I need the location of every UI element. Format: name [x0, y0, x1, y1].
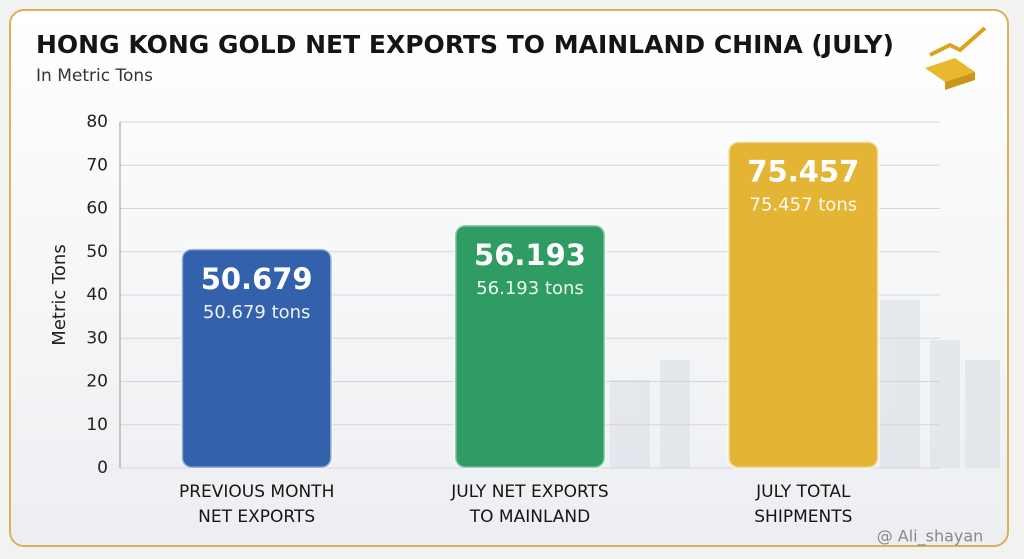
- value-label: 75.457: [747, 155, 859, 189]
- x-tick-label: PREVIOUS MONTH: [179, 482, 334, 502]
- y-axis-label: Metric Tons: [49, 244, 70, 345]
- x-tick-label: JULY TOTAL: [755, 482, 851, 502]
- y-tick-label: 70: [86, 155, 108, 175]
- y-tick-label: 60: [86, 199, 108, 219]
- chart-title: HONG KONG GOLD NET EXPORTS TO MAINLAND C…: [36, 30, 894, 59]
- value-sublabel: 50.679 tons: [203, 302, 311, 323]
- x-tick-label: NET EXPORTS: [198, 507, 315, 527]
- y-tick-label: 50: [86, 242, 108, 262]
- value-label: 56.193: [474, 238, 586, 272]
- value-sublabel: 56.193 tons: [476, 278, 584, 299]
- y-tick-label: 80: [86, 112, 108, 132]
- value-sublabel: 75.457 tons: [750, 195, 858, 216]
- y-tick-label: 30: [86, 328, 108, 348]
- y-tick-label: 10: [86, 415, 108, 435]
- bar: [180, 247, 334, 470]
- x-tick-label: SHIPMENTS: [754, 507, 852, 527]
- skyline: [610, 300, 1000, 468]
- x-tick-label: TO MAINLAND: [469, 507, 591, 527]
- x-tick-label: JULY NET EXPORTS: [450, 482, 608, 502]
- bar: [453, 223, 607, 470]
- gold-icon: [925, 26, 987, 90]
- watermark: @ Ali_shayan: [877, 527, 984, 547]
- y-tick-label: 20: [86, 372, 108, 392]
- value-label: 50.679: [201, 262, 313, 296]
- chart-subtitle: In Metric Tons: [36, 66, 153, 86]
- y-tick-label: 40: [86, 285, 108, 305]
- y-tick-label: 0: [97, 458, 108, 478]
- bar: [726, 140, 880, 470]
